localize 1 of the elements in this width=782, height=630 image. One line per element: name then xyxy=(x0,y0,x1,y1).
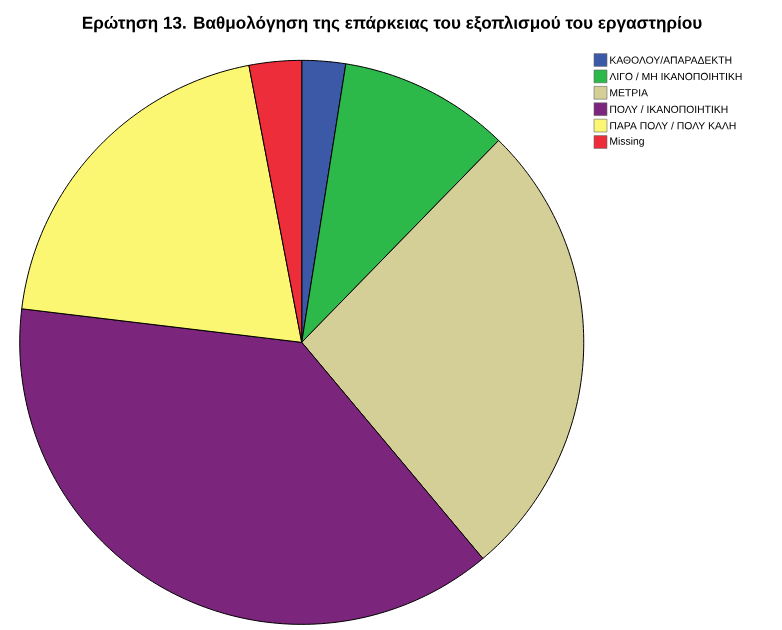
chart-title: Ερώτηση 13. Βαθμολόγηση της επάρκειας του εξοπλισμού του εργαστηρίου xyxy=(82,15,702,33)
